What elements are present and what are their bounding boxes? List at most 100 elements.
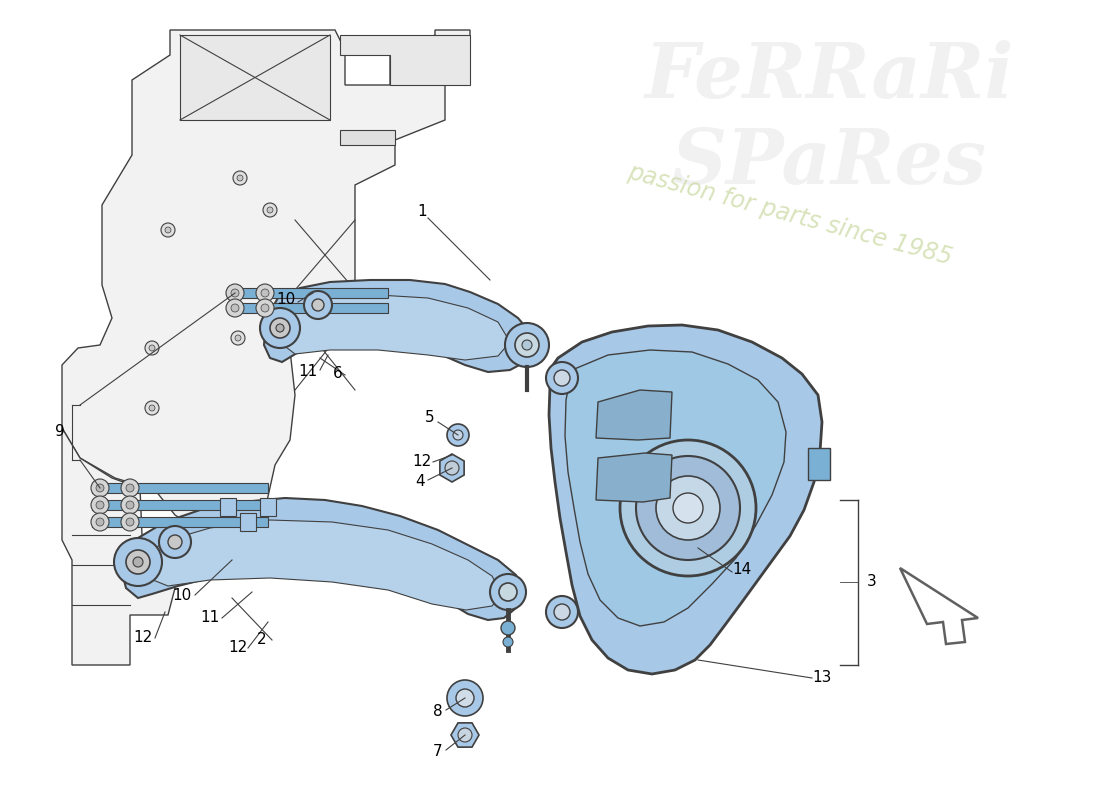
Circle shape [96, 501, 104, 509]
Circle shape [91, 479, 109, 497]
Circle shape [161, 223, 175, 237]
Text: passion for parts since 1985: passion for parts since 1985 [625, 160, 955, 270]
Circle shape [276, 324, 284, 332]
Circle shape [96, 484, 104, 492]
Text: 3: 3 [867, 574, 877, 590]
Circle shape [458, 728, 472, 742]
Text: 11: 11 [298, 363, 318, 378]
Polygon shape [228, 288, 388, 298]
Circle shape [126, 550, 150, 574]
Polygon shape [92, 517, 268, 527]
Polygon shape [62, 30, 470, 535]
Circle shape [233, 171, 248, 185]
Circle shape [304, 291, 332, 319]
Circle shape [453, 430, 463, 440]
Circle shape [91, 496, 109, 514]
Circle shape [148, 345, 155, 351]
Circle shape [503, 637, 513, 647]
Polygon shape [122, 498, 522, 620]
Circle shape [522, 340, 532, 350]
Circle shape [256, 299, 274, 317]
Circle shape [261, 304, 270, 312]
Circle shape [312, 299, 324, 311]
Circle shape [96, 518, 104, 526]
Circle shape [656, 476, 721, 540]
Circle shape [620, 440, 756, 576]
Text: 12: 12 [133, 630, 153, 646]
Polygon shape [146, 520, 502, 610]
Circle shape [126, 501, 134, 509]
Polygon shape [228, 303, 388, 313]
Circle shape [121, 513, 139, 531]
Circle shape [546, 362, 578, 394]
Polygon shape [264, 280, 532, 372]
Circle shape [260, 308, 300, 348]
Circle shape [133, 557, 143, 567]
Circle shape [456, 689, 474, 707]
Polygon shape [282, 295, 510, 360]
Circle shape [554, 604, 570, 620]
Circle shape [263, 203, 277, 217]
Polygon shape [440, 454, 464, 482]
Circle shape [447, 424, 469, 446]
Circle shape [236, 175, 243, 181]
Circle shape [256, 284, 274, 302]
Circle shape [121, 496, 139, 514]
Circle shape [121, 479, 139, 497]
Polygon shape [565, 350, 786, 626]
Circle shape [447, 680, 483, 716]
Circle shape [499, 583, 517, 601]
Polygon shape [220, 498, 236, 516]
Text: 4: 4 [415, 474, 425, 490]
Polygon shape [596, 453, 672, 502]
Text: 5: 5 [426, 410, 434, 426]
Text: 13: 13 [812, 670, 832, 686]
Text: 7: 7 [433, 745, 443, 759]
Polygon shape [596, 390, 672, 440]
Circle shape [226, 299, 244, 317]
Circle shape [546, 596, 578, 628]
Circle shape [231, 331, 245, 345]
Text: 10: 10 [173, 589, 191, 603]
Circle shape [231, 304, 239, 312]
Circle shape [91, 513, 109, 531]
Circle shape [446, 461, 459, 475]
Polygon shape [900, 568, 978, 644]
Circle shape [145, 401, 160, 415]
Polygon shape [62, 428, 175, 665]
Polygon shape [240, 513, 256, 531]
Circle shape [160, 526, 191, 558]
Circle shape [636, 456, 740, 560]
Circle shape [145, 341, 160, 355]
Circle shape [126, 484, 134, 492]
Circle shape [114, 538, 162, 586]
Circle shape [515, 333, 539, 357]
Circle shape [490, 574, 526, 610]
Text: 2: 2 [257, 633, 267, 647]
Polygon shape [808, 448, 830, 480]
Circle shape [554, 370, 570, 386]
Polygon shape [260, 498, 276, 516]
Circle shape [500, 621, 515, 635]
Text: FeRRaRi
SPaRes: FeRRaRi SPaRes [646, 40, 1014, 200]
Circle shape [126, 518, 134, 526]
Circle shape [235, 335, 241, 341]
Text: 11: 11 [200, 610, 220, 626]
Circle shape [168, 535, 182, 549]
Circle shape [267, 207, 273, 213]
Circle shape [505, 323, 549, 367]
Text: 10: 10 [276, 293, 296, 307]
Text: 14: 14 [733, 562, 751, 578]
Circle shape [270, 318, 290, 338]
Polygon shape [340, 35, 470, 85]
Text: 12: 12 [229, 641, 248, 655]
Circle shape [165, 227, 170, 233]
Circle shape [231, 289, 239, 297]
Polygon shape [340, 130, 395, 145]
Polygon shape [92, 500, 268, 510]
Circle shape [673, 493, 703, 523]
Circle shape [148, 405, 155, 411]
Text: 8: 8 [433, 705, 443, 719]
Polygon shape [92, 483, 268, 493]
Text: 1: 1 [417, 205, 427, 219]
